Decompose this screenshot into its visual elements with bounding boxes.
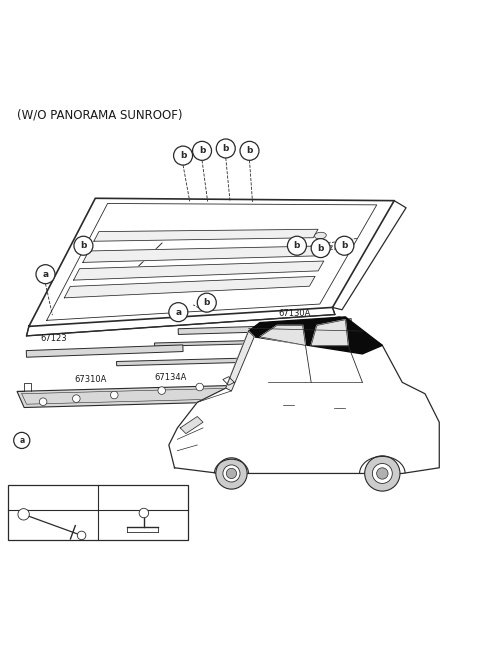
Text: b: b	[80, 241, 86, 250]
Text: b: b	[317, 243, 324, 253]
Polygon shape	[178, 324, 340, 334]
Text: b: b	[294, 241, 300, 250]
Circle shape	[14, 490, 30, 506]
Polygon shape	[83, 245, 333, 262]
Text: 67310A: 67310A	[74, 376, 106, 384]
Polygon shape	[73, 261, 324, 280]
Circle shape	[196, 384, 204, 391]
Text: 67331R: 67331R	[35, 497, 65, 506]
Circle shape	[311, 239, 330, 257]
Circle shape	[72, 395, 80, 402]
Polygon shape	[17, 385, 266, 408]
Bar	[8, 486, 188, 540]
Polygon shape	[311, 319, 348, 346]
Circle shape	[240, 141, 259, 160]
Circle shape	[169, 303, 188, 321]
Circle shape	[335, 236, 354, 255]
Circle shape	[174, 146, 192, 165]
Text: 67123: 67123	[41, 334, 67, 343]
Polygon shape	[29, 198, 394, 326]
Text: 67363L: 67363L	[125, 493, 154, 502]
Polygon shape	[335, 319, 351, 331]
Text: a: a	[19, 436, 24, 445]
Circle shape	[229, 380, 237, 388]
Text: b: b	[204, 298, 210, 307]
Polygon shape	[169, 317, 439, 474]
Circle shape	[192, 141, 212, 160]
Circle shape	[365, 456, 400, 491]
Circle shape	[14, 432, 30, 448]
Polygon shape	[226, 331, 254, 391]
Text: a: a	[175, 307, 181, 317]
Circle shape	[139, 508, 149, 518]
Text: 67136: 67136	[240, 349, 267, 358]
Text: 67321L: 67321L	[35, 488, 63, 498]
Circle shape	[223, 465, 240, 482]
Circle shape	[372, 464, 392, 484]
Ellipse shape	[314, 232, 326, 239]
Circle shape	[104, 490, 120, 506]
Polygon shape	[260, 325, 305, 346]
Circle shape	[77, 531, 86, 540]
Circle shape	[288, 236, 306, 255]
Text: 67134A: 67134A	[155, 374, 187, 382]
Text: a: a	[19, 493, 24, 502]
Polygon shape	[117, 356, 349, 366]
Text: b: b	[246, 146, 252, 155]
Circle shape	[216, 458, 247, 489]
Circle shape	[39, 398, 47, 406]
Polygon shape	[26, 345, 183, 358]
Circle shape	[158, 387, 166, 394]
Circle shape	[110, 392, 118, 399]
Circle shape	[36, 265, 55, 283]
Text: b: b	[199, 146, 205, 155]
Text: a: a	[42, 269, 48, 279]
Polygon shape	[94, 229, 318, 241]
Circle shape	[216, 139, 235, 158]
Circle shape	[18, 509, 29, 520]
Text: b: b	[341, 241, 348, 250]
Circle shape	[227, 468, 237, 479]
Polygon shape	[64, 276, 315, 298]
Polygon shape	[155, 338, 344, 346]
Polygon shape	[249, 317, 383, 354]
Circle shape	[197, 293, 216, 312]
Circle shape	[74, 236, 93, 255]
Text: b: b	[180, 151, 186, 160]
Text: b: b	[223, 144, 229, 153]
Text: (W/O PANORAMA SUNROOF): (W/O PANORAMA SUNROOF)	[17, 108, 182, 121]
Polygon shape	[180, 416, 203, 434]
Circle shape	[377, 468, 388, 479]
Text: 67111A: 67111A	[126, 234, 161, 243]
Text: b: b	[109, 493, 115, 502]
Text: 67130A: 67130A	[278, 309, 311, 318]
